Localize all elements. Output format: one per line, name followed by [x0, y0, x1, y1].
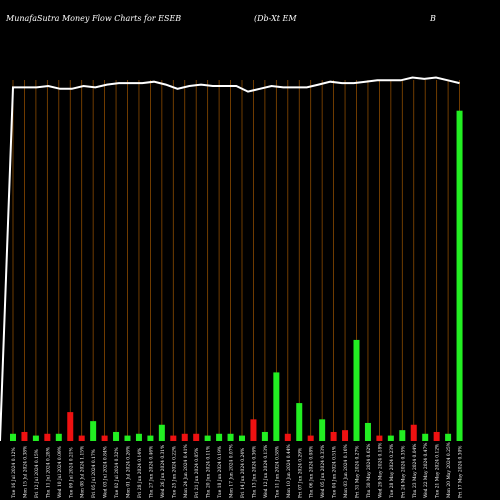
x-tick-label: Tue 21 May 2024 0.12%	[436, 444, 441, 498]
money-flow-bar	[90, 421, 97, 441]
x-tick-label: Fri 05 Jul 2024 0.17%	[92, 449, 97, 498]
money-flow-bar	[250, 419, 257, 441]
x-tick-label: Wed 29 May 2024 0.18%	[378, 443, 383, 498]
x-tick-label: Mon 15 Jul 2024 0.38%	[23, 446, 28, 498]
x-tick-label: Fri 24 May 2024 0.35%	[401, 446, 406, 498]
money-flow-bar	[342, 430, 349, 441]
money-flow-bar	[410, 424, 417, 441]
money-flow-bar	[353, 339, 360, 441]
x-tick-label: Thu 27 Jun 2024 0.46%	[149, 446, 154, 498]
money-flow-bar	[296, 403, 303, 441]
money-flow-bar	[422, 433, 429, 441]
chart-title: MunafaSutra Money Flow Charts for ESEB	[6, 14, 182, 23]
money-flow-bar	[319, 419, 326, 441]
money-flow-bar	[135, 433, 142, 441]
money-flow-bar	[445, 433, 452, 441]
x-tick-label: Thu 20 Jun 2024 0.11%	[207, 446, 212, 498]
money-flow-bar	[204, 435, 211, 441]
money-flow-bar	[399, 430, 406, 441]
money-flow-bar	[376, 435, 383, 441]
x-tick-label: Mon 10 Jun 2024 0.44%	[287, 444, 292, 498]
x-tick-label: Tue 25 Jun 2024 0.22%	[172, 446, 177, 498]
money-flow-bar	[67, 412, 74, 441]
money-flow-bar	[433, 431, 440, 441]
money-flow-bar	[284, 433, 291, 441]
money-flow-bar	[158, 424, 165, 441]
money-flow-bar	[78, 435, 85, 441]
x-tick-label: Wed 03 Jul 2024 0.84%	[104, 446, 109, 498]
grid-lines	[12, 80, 460, 441]
money-flow-bar	[216, 433, 223, 441]
x-tick-label: Thu 11 Jul 2024 0.28%	[46, 447, 51, 498]
x-tick-label: Mon 01 Jul 2024 0.26%	[127, 446, 132, 498]
chart-subtitle: (Db-Xt EM	[254, 14, 297, 23]
x-tick-label: Fri 28 Jun 2024 0.14%	[138, 448, 143, 498]
x-tick-label: Wed 26 Jun 2024 0.31%	[161, 445, 166, 498]
x-tick-label: Thu 13 Jun 2024 0.36%	[252, 446, 257, 498]
x-tick-label: Tue 04 Jun 2024 0.51%	[333, 446, 338, 498]
money-flow-bar	[21, 431, 28, 441]
x-tick-label: Fri 31 May 2024 0.27%	[356, 446, 361, 498]
x-tick-label: Tue 28 May 2024 0.23%	[390, 444, 395, 498]
x-tick-label: Tue 11 Jun 2024 0.58%	[275, 446, 280, 498]
x-tick-label: Tue 09 Jul 2024 0.21%	[69, 447, 74, 498]
price-line	[0, 76, 460, 442]
x-tick-label: Mon 24 Jun 2024 0.41%	[184, 444, 189, 498]
money-flow-bar	[124, 435, 131, 441]
money-flow-bar	[55, 433, 62, 441]
x-tick-label: Mon 17 Jun 2024 0.07%	[230, 444, 235, 498]
chart-header-right: B	[430, 14, 436, 23]
x-tick-label: Wed 05 Jun 2024 0.33%	[321, 445, 326, 498]
money-flow-bar	[101, 435, 108, 441]
money-flow-bar	[32, 435, 39, 441]
money-flow-bar	[273, 372, 280, 441]
money-flow-bar	[170, 435, 177, 441]
money-flow-bar	[456, 110, 463, 441]
money-flow-bar	[261, 431, 268, 441]
money-flow-bar	[239, 435, 245, 441]
x-tick-label: Fri 17 May 2024 0.30%	[459, 446, 464, 498]
x-tick-label: Mon 08 Jul 2024 1.15%	[81, 446, 86, 498]
x-tick-label: Tue 02 Jul 2024 0.32%	[115, 447, 120, 498]
x-tick-label: Fri 12 Jul 2024 0.15%	[35, 449, 40, 498]
money-flow-bar	[44, 433, 51, 441]
x-tick-label: Fri 21 Jun 2024 0.05%	[195, 448, 200, 498]
money-flow-bar	[330, 431, 337, 441]
x-tick-label: Tue 18 Jun 2024 0.19%	[218, 446, 223, 498]
x-tick-label: Tue 16 Jul 2024 0.12%	[12, 447, 17, 498]
money-flow-bar	[193, 433, 200, 441]
money-flow-bars	[10, 110, 463, 441]
price-line-group	[0, 76, 460, 442]
x-tick-label: Thu 06 Jun 2024 0.08%	[310, 446, 315, 498]
money-flow-bar	[364, 422, 371, 441]
money-flow-bar	[387, 435, 394, 441]
x-tick-label: Fri 14 Jun 2024 0.24%	[241, 448, 246, 498]
money-flow-bar	[307, 435, 314, 441]
x-tick-label: Wed 10 Jul 2024 0.09%	[58, 446, 63, 498]
money-flow-bar	[181, 433, 188, 441]
x-axis-labels: Tue 16 Jul 2024 0.12% Mon 15 Jul 2024 0.3…	[12, 442, 464, 498]
money-flow-bar	[227, 433, 234, 441]
money-flow-bar	[10, 433, 16, 441]
money-flow-bar	[147, 435, 154, 441]
x-tick-label: Wed 12 Jun 2024 0.13%	[264, 445, 269, 498]
x-tick-label: Fri 07 Jun 2024 0.29%	[298, 448, 303, 498]
x-tick-label: Thu 30 May 2024 0.62%	[367, 444, 372, 498]
x-tick-label: Mon 20 May 2024 0.25%	[447, 442, 452, 498]
x-tick-label: Thu 23 May 2024 0.04%	[413, 444, 418, 498]
x-tick-label: Wed 22 May 2024 0.47%	[424, 443, 429, 498]
x-tick-label: Mon 03 Jun 2024 0.16%	[344, 444, 349, 498]
money-flow-bar	[113, 431, 120, 441]
